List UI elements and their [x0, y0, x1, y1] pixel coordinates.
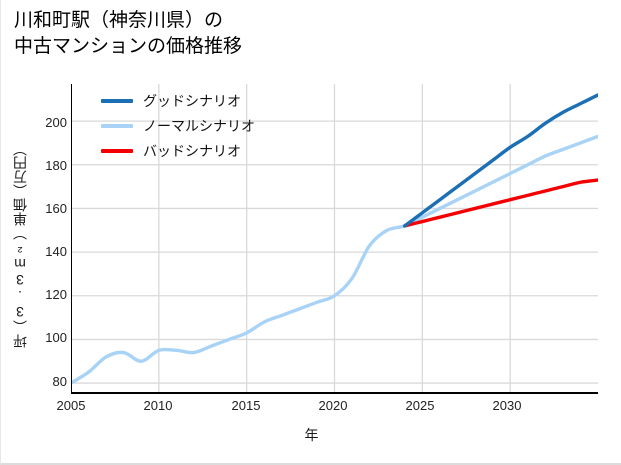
legend-label-bad: バッドシナリオ — [143, 143, 241, 159]
chart-legend: グッドシナリオ ノーマルシナリオ バッドシナリオ — [101, 93, 255, 159]
series-line-good — [403, 93, 598, 228]
legend-item-good[interactable]: グッドシナリオ — [101, 93, 255, 109]
legend-item-bad[interactable]: バッドシナリオ — [101, 143, 255, 159]
x-tick-2020: 2020 — [318, 398, 348, 413]
data-series-layer — [71, 93, 598, 385]
legend-swatch-bad-icon — [101, 149, 133, 153]
x-tick-2005: 2005 — [56, 398, 86, 413]
series-line-bad — [403, 178, 598, 228]
legend-item-normal[interactable]: ノーマルシナリオ — [101, 118, 255, 134]
y-tick-160: 160 — [45, 201, 67, 216]
y-tick-180: 180 — [45, 158, 67, 173]
y-tick-100: 100 — [45, 330, 67, 345]
legend-label-normal: ノーマルシナリオ — [143, 118, 255, 134]
chart-svg — [71, 84, 598, 394]
plot-area — [71, 84, 598, 394]
x-tick-2015: 2015 — [231, 398, 261, 413]
page-title: 川和町駅（神奈川県）の 中古マンションの価格推移 — [14, 10, 243, 57]
y-tick-140: 140 — [45, 244, 67, 259]
legend-swatch-good-icon — [101, 99, 133, 103]
y-tick-80: 80 — [52, 374, 67, 389]
x-tick-2030: 2030 — [492, 398, 522, 413]
x-tick-2010: 2010 — [143, 398, 173, 413]
series-line-normal — [71, 134, 598, 385]
legend-swatch-normal-icon — [101, 124, 133, 128]
y-axis-ticks: 200 180 160 140 120 100 80 — [27, 0, 67, 463]
y-tick-120: 120 — [45, 287, 67, 302]
x-tick-2025: 2025 — [405, 398, 435, 413]
x-axis-label: 年 — [304, 427, 319, 443]
y-tick-200: 200 — [45, 115, 67, 130]
legend-label-good: グッドシナリオ — [143, 93, 241, 109]
